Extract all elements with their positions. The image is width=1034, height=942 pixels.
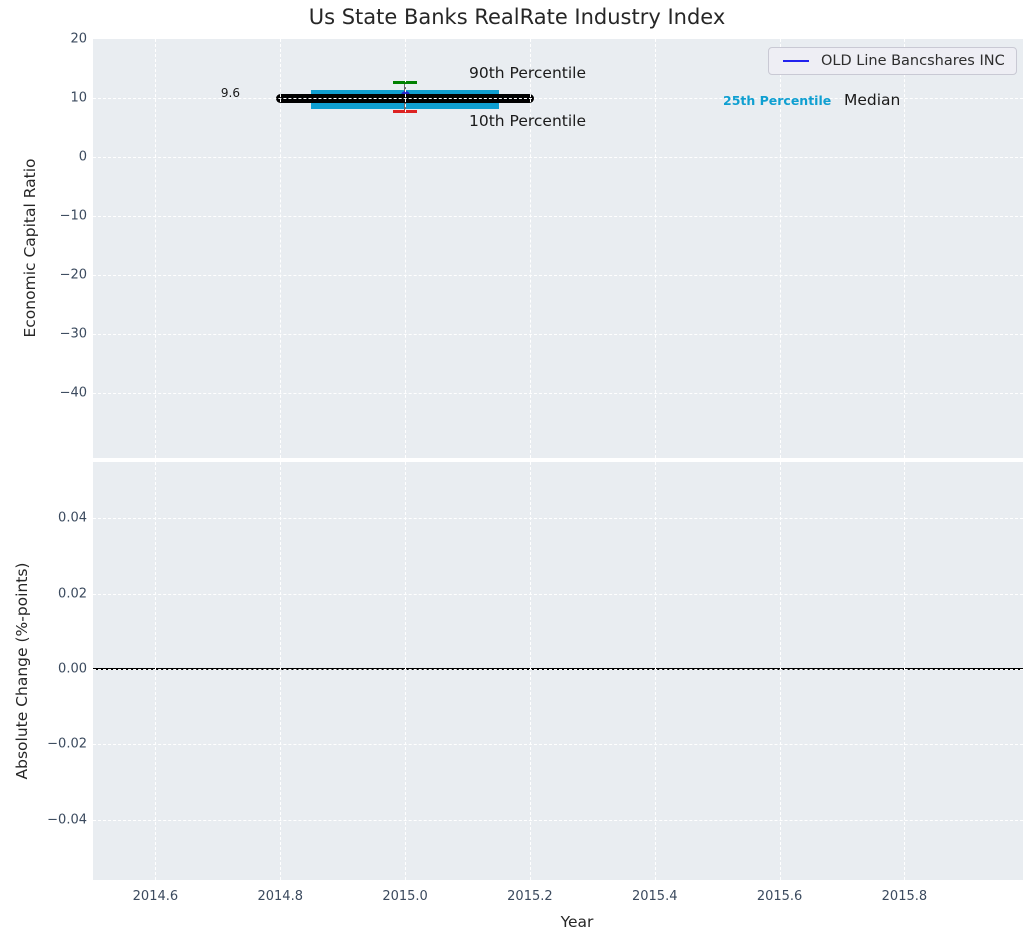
y-tick-label-top: −20 — [59, 267, 87, 283]
y-tick-label-bottom: 0.00 — [58, 661, 87, 677]
y-tick-label-bottom: −0.02 — [47, 736, 87, 752]
gridline — [529, 39, 531, 458]
p25-annotation: 25th Percentile — [723, 93, 832, 108]
gridline — [779, 39, 781, 458]
x-tick-label: 2015.2 — [507, 889, 553, 904]
gridline — [93, 275, 1023, 277]
gridline — [405, 462, 407, 880]
p10-annotation: 10th Percentile — [469, 112, 587, 130]
legend-line-sample — [783, 60, 809, 62]
gridline — [93, 157, 1023, 159]
gridline — [904, 462, 906, 880]
y-axis-label-top: Economic Capital Ratio — [21, 158, 39, 338]
gridline — [280, 462, 282, 880]
gridline — [779, 462, 781, 880]
gridline — [155, 462, 157, 880]
gridline — [93, 334, 1023, 336]
x-axis-label: Year — [560, 913, 594, 931]
gridline — [93, 819, 1023, 821]
gridline — [155, 39, 157, 458]
median-annotation: Median — [844, 91, 901, 109]
gridline — [93, 593, 1023, 595]
gridline — [529, 462, 531, 880]
legend-label: OLD Line Bancshares INC — [821, 53, 1005, 69]
bottom-plot-area — [93, 462, 1023, 880]
chart-title: Us State Banks RealRate Industry Index — [308, 5, 726, 29]
y-tick-label-top: −40 — [59, 385, 87, 401]
y-tick-label-top: −30 — [59, 326, 87, 342]
gridline — [654, 462, 656, 880]
y-tick-label-top: 20 — [70, 31, 87, 47]
median-value-label: 9.6 — [220, 86, 240, 100]
y-tick-label-top: 10 — [70, 90, 87, 106]
x-tick-label: 2015.0 — [382, 889, 428, 904]
gridline — [93, 518, 1023, 520]
gridline — [904, 39, 906, 458]
x-tick-label: 2014.8 — [257, 889, 303, 904]
x-tick-label: 2015.8 — [881, 889, 928, 904]
gridline — [93, 216, 1023, 218]
x-tick-label: 2014.6 — [132, 889, 179, 904]
gridline — [93, 393, 1023, 395]
p90-annotation: 90th Percentile — [469, 64, 587, 82]
gridline — [654, 39, 656, 458]
gridline — [280, 39, 282, 458]
p10-percentile-cap — [393, 110, 417, 114]
legend: OLD Line Bancshares INC — [768, 47, 1017, 75]
y-axis-label-bottom: Absolute Change (%-points) — [13, 562, 31, 780]
y-tick-label-bottom: 0.02 — [58, 586, 87, 602]
top-plot-area — [93, 39, 1023, 458]
y-tick-label-bottom: 0.04 — [58, 510, 87, 526]
y-tick-label-top: 0 — [78, 149, 87, 165]
gridline — [93, 744, 1023, 746]
x-tick-label: 2015.4 — [631, 889, 678, 904]
p90-percentile-cap — [393, 80, 417, 84]
y-tick-label-bottom: −0.04 — [47, 812, 87, 828]
y-tick-label-top: −10 — [59, 208, 87, 224]
gridline — [93, 98, 1023, 99]
x-tick-label: 2015.6 — [756, 889, 803, 904]
gridline — [93, 669, 1023, 671]
gridline — [405, 39, 407, 458]
